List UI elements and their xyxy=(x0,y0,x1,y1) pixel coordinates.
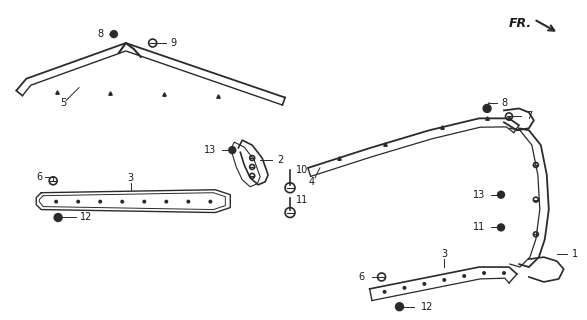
Circle shape xyxy=(110,31,117,37)
Text: 11: 11 xyxy=(473,222,485,232)
Text: 9: 9 xyxy=(170,38,177,48)
Text: 10: 10 xyxy=(296,165,308,175)
Circle shape xyxy=(54,213,62,221)
Text: 8: 8 xyxy=(98,29,104,39)
Text: 8: 8 xyxy=(501,98,507,108)
Circle shape xyxy=(442,278,446,282)
Circle shape xyxy=(482,271,486,275)
Circle shape xyxy=(142,200,146,204)
Circle shape xyxy=(54,200,58,204)
Circle shape xyxy=(483,105,491,112)
Text: 1: 1 xyxy=(572,249,578,259)
Circle shape xyxy=(502,271,506,275)
Circle shape xyxy=(403,286,406,290)
Circle shape xyxy=(498,224,504,231)
Circle shape xyxy=(186,200,190,204)
Circle shape xyxy=(229,147,236,154)
Text: FR.: FR. xyxy=(509,17,532,30)
Text: 12: 12 xyxy=(80,212,92,222)
Text: 2: 2 xyxy=(277,155,283,165)
Text: 3: 3 xyxy=(128,173,134,183)
Text: 4: 4 xyxy=(309,177,315,187)
FancyArrowPatch shape xyxy=(537,20,554,31)
Text: 12: 12 xyxy=(421,302,434,312)
Text: 6: 6 xyxy=(36,172,42,182)
Circle shape xyxy=(98,200,102,204)
Circle shape xyxy=(462,274,466,278)
Text: 3: 3 xyxy=(441,249,447,259)
Circle shape xyxy=(164,200,168,204)
Circle shape xyxy=(396,303,403,311)
Circle shape xyxy=(423,282,426,286)
Text: 6: 6 xyxy=(359,272,365,282)
Text: 13: 13 xyxy=(204,145,217,155)
Circle shape xyxy=(208,200,212,204)
Circle shape xyxy=(76,200,80,204)
Circle shape xyxy=(383,290,387,294)
Circle shape xyxy=(498,191,504,198)
Circle shape xyxy=(120,200,124,204)
Text: 7: 7 xyxy=(526,111,532,121)
Text: 5: 5 xyxy=(60,99,66,108)
Text: 13: 13 xyxy=(473,190,485,200)
Text: 11: 11 xyxy=(296,195,308,205)
